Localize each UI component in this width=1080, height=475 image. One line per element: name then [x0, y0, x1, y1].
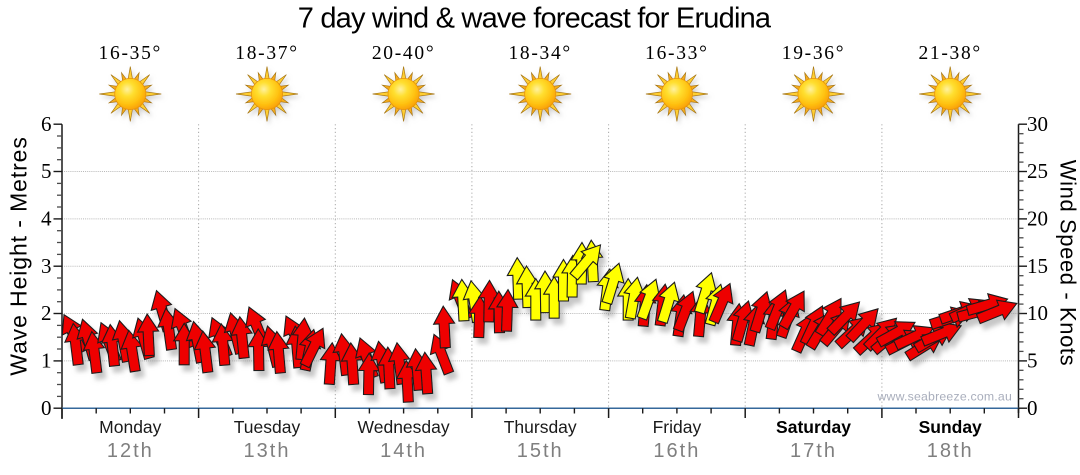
- svg-text:5: 5: [1027, 349, 1038, 373]
- svg-text:Wednesday: Wednesday: [358, 417, 450, 437]
- svg-text:Tuesday: Tuesday: [234, 417, 301, 437]
- svg-text:Sunday: Sunday: [919, 417, 982, 437]
- svg-text:18th: 18th: [927, 440, 974, 462]
- svg-text:1: 1: [41, 349, 52, 373]
- svg-text:21-38°: 21-38°: [918, 43, 982, 64]
- svg-text:19-36°: 19-36°: [782, 43, 846, 64]
- svg-text:12th: 12th: [107, 440, 154, 462]
- svg-text:Friday: Friday: [653, 417, 702, 437]
- svg-text:10: 10: [1027, 301, 1048, 325]
- svg-text:7 day wind & wave forecast for: 7 day wind & wave forecast for Erudina: [298, 3, 772, 35]
- svg-text:Wind Speed - Knots: Wind Speed - Knots: [1055, 160, 1080, 366]
- svg-text:14th: 14th: [380, 440, 427, 462]
- svg-text:15: 15: [1027, 254, 1048, 278]
- svg-text:18-34°: 18-34°: [508, 43, 572, 64]
- svg-text:30: 30: [1027, 112, 1048, 136]
- svg-text:5: 5: [41, 159, 52, 183]
- svg-text:16-33°: 16-33°: [645, 43, 709, 64]
- svg-text:Thursday: Thursday: [504, 417, 577, 437]
- svg-text:Wave Height - Metres: Wave Height - Metres: [6, 136, 32, 376]
- svg-text:16-35°: 16-35°: [99, 43, 163, 64]
- svg-text:16th: 16th: [653, 440, 700, 462]
- svg-text:20-40°: 20-40°: [372, 43, 436, 64]
- svg-text:2: 2: [41, 301, 52, 325]
- svg-text:15th: 15th: [517, 440, 564, 462]
- svg-text:13th: 13th: [244, 440, 291, 462]
- svg-text:0: 0: [1027, 396, 1038, 420]
- svg-text:0: 0: [41, 396, 52, 420]
- svg-text:6: 6: [41, 112, 52, 136]
- svg-text:20: 20: [1027, 207, 1048, 231]
- svg-text:25: 25: [1027, 159, 1048, 183]
- svg-text:4: 4: [41, 207, 52, 231]
- svg-text:3: 3: [41, 254, 52, 278]
- svg-text:18-37°: 18-37°: [235, 43, 299, 64]
- svg-text:www.seabreeze.com.au: www.seabreeze.com.au: [876, 390, 1012, 404]
- svg-text:Monday: Monday: [99, 417, 162, 437]
- svg-text:Saturday: Saturday: [776, 417, 851, 437]
- svg-text:17th: 17th: [790, 440, 837, 462]
